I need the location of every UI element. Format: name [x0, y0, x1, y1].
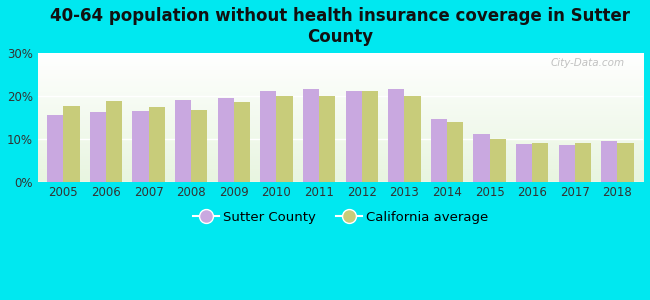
Bar	[64, 106, 79, 182]
Bar	[618, 143, 634, 182]
Bar	[404, 96, 421, 182]
Bar	[601, 141, 618, 182]
Bar	[218, 98, 234, 182]
Bar	[276, 96, 292, 182]
Bar	[473, 134, 489, 182]
Bar	[234, 102, 250, 182]
Bar	[575, 143, 591, 182]
Bar	[47, 115, 64, 182]
Bar	[516, 144, 532, 182]
Legend: Sutter County, California average: Sutter County, California average	[187, 206, 493, 229]
Title: 40-64 population without health insurance coverage in Sutter
County: 40-64 population without health insuranc…	[51, 7, 630, 46]
Bar	[489, 139, 506, 182]
Text: City-Data.com: City-Data.com	[551, 58, 625, 68]
Bar	[346, 92, 362, 182]
Bar	[431, 119, 447, 182]
Bar	[191, 110, 207, 182]
Bar	[558, 145, 575, 182]
Bar	[388, 89, 404, 182]
Bar	[106, 101, 122, 182]
Bar	[260, 92, 276, 182]
Bar	[90, 112, 106, 182]
Bar	[362, 92, 378, 182]
Bar	[319, 96, 335, 182]
Bar	[532, 143, 549, 182]
Bar	[175, 100, 191, 182]
Bar	[133, 111, 149, 182]
Bar	[447, 122, 463, 182]
Bar	[149, 107, 165, 182]
Bar	[303, 89, 319, 182]
